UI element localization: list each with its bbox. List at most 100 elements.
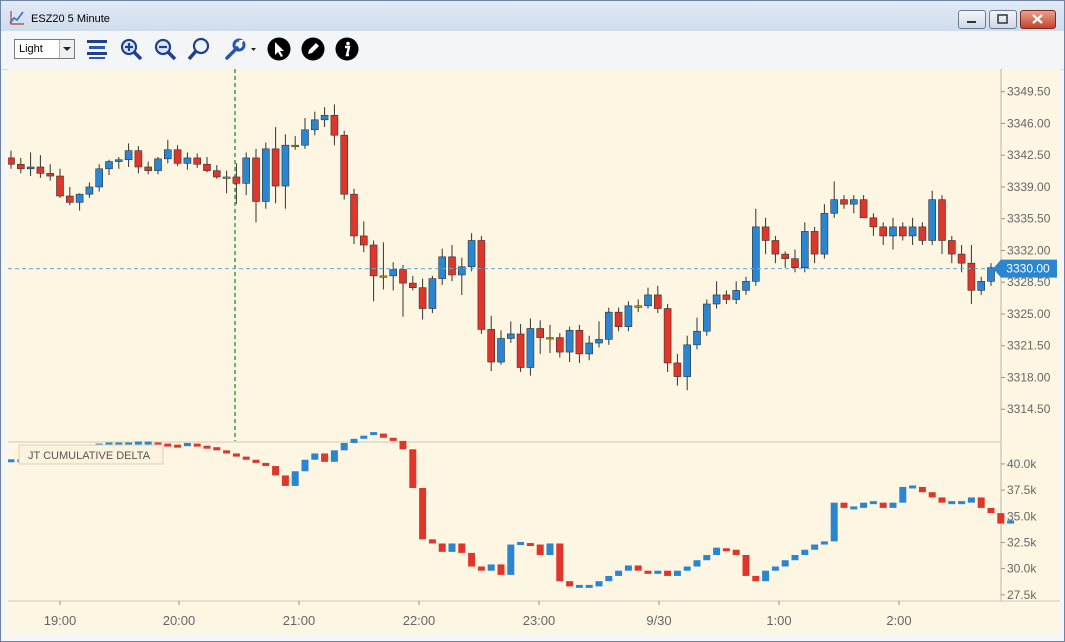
delta-bar bbox=[909, 485, 917, 489]
candle-body bbox=[350, 193, 358, 237]
delta-bar bbox=[144, 441, 152, 445]
delta-bar bbox=[419, 488, 427, 540]
candle-body bbox=[46, 173, 55, 177]
candle-body bbox=[693, 330, 701, 346]
price-tick-label: 3328.50 bbox=[1007, 275, 1051, 289]
candle-body bbox=[702, 303, 711, 332]
delta-bar bbox=[203, 445, 211, 449]
zoom-in-icon[interactable] bbox=[119, 37, 143, 61]
time-tick-label: 19:00 bbox=[44, 613, 77, 628]
delta-bar bbox=[370, 432, 378, 436]
delta-bar bbox=[683, 566, 691, 571]
bars-icon[interactable] bbox=[85, 37, 109, 61]
title-bar[interactable]: ESZ20 5 Minute bbox=[1, 1, 1064, 31]
candle-body bbox=[369, 244, 378, 277]
delta-bar bbox=[517, 541, 525, 545]
delta-bar bbox=[154, 442, 162, 446]
delta-bar bbox=[262, 462, 270, 467]
candle-body bbox=[555, 337, 564, 353]
candle-body bbox=[938, 199, 946, 241]
candle-body bbox=[957, 253, 966, 264]
theme-select[interactable]: Light bbox=[14, 39, 75, 59]
delta-bar bbox=[889, 502, 897, 508]
wrench-icon[interactable] bbox=[223, 37, 257, 61]
candle-body bbox=[222, 176, 231, 179]
delta-bar bbox=[399, 440, 407, 450]
delta-bar bbox=[546, 543, 554, 555]
candle-body bbox=[281, 144, 290, 187]
delta-bar bbox=[644, 570, 652, 574]
candle-body bbox=[457, 266, 466, 276]
delta-bar bbox=[487, 564, 495, 571]
price-tick-label: 3349.50 bbox=[1007, 85, 1051, 99]
price-axis: 3349.50 3346.00 3342.50 3339.00 3335.50 3332.… bbox=[1001, 85, 1051, 416]
candle-body bbox=[898, 226, 907, 237]
candle-body bbox=[820, 212, 829, 255]
zoom-fit-icon[interactable] bbox=[187, 37, 211, 61]
candle-body bbox=[242, 157, 250, 184]
delta-bar bbox=[605, 575, 613, 582]
candle-body bbox=[506, 333, 515, 339]
delta-bar bbox=[615, 570, 623, 576]
delta-bar bbox=[536, 544, 544, 555]
delta-bar bbox=[389, 437, 397, 441]
minimize-icon bbox=[967, 21, 976, 23]
pointer-icon[interactable] bbox=[267, 37, 291, 61]
candle-body bbox=[134, 150, 143, 168]
candle-body bbox=[653, 294, 662, 309]
delta-bar bbox=[183, 443, 191, 447]
chevron-down-icon bbox=[59, 40, 74, 58]
candle-body bbox=[800, 231, 809, 269]
maximize-icon bbox=[997, 14, 1008, 24]
time-tick-label: 2:00 bbox=[886, 613, 911, 628]
delta-bar bbox=[213, 447, 221, 451]
delta-bar bbox=[566, 581, 574, 587]
delta-bar bbox=[105, 442, 113, 446]
delta-bar bbox=[722, 548, 730, 552]
candle-body bbox=[105, 161, 113, 170]
delta-bar bbox=[997, 513, 1005, 524]
delta-bar bbox=[899, 486, 907, 503]
candle-body bbox=[467, 240, 476, 268]
candle-body bbox=[644, 294, 652, 307]
delta-bar bbox=[977, 497, 985, 508]
candle-body bbox=[487, 329, 496, 363]
delta-bar bbox=[948, 501, 956, 505]
time-axis: 19:00 20:00 21:00 22:00 23:00 9/30 1:00 2:00 bbox=[44, 601, 912, 628]
candle-body bbox=[183, 157, 192, 164]
price-tick-label: 3339.00 bbox=[1007, 180, 1051, 194]
candle-body bbox=[144, 166, 152, 171]
time-tick-label: 23:00 bbox=[523, 613, 556, 628]
delta-bar bbox=[879, 502, 887, 508]
delta-bar bbox=[321, 453, 329, 462]
zoom-out-icon[interactable] bbox=[153, 37, 177, 61]
candle-body bbox=[232, 176, 241, 184]
delta-tick-label: 35.0k bbox=[1007, 509, 1037, 523]
minimize-button[interactable] bbox=[958, 10, 986, 29]
price-tick-label: 3335.50 bbox=[1007, 212, 1051, 226]
candle-body bbox=[340, 134, 349, 195]
delta-bar bbox=[869, 501, 877, 505]
maximize-button[interactable] bbox=[989, 10, 1017, 29]
candle-body bbox=[193, 157, 201, 165]
delta-bar bbox=[742, 554, 750, 576]
delta-bar bbox=[360, 435, 368, 439]
last-price-label: 3330.00 bbox=[1006, 262, 1050, 276]
chart-area[interactable]: 3349.50 3346.00 3342.50 3339.00 3335.50 3332.… bbox=[7, 69, 1060, 633]
close-button[interactable] bbox=[1020, 10, 1056, 29]
candle-body bbox=[849, 199, 858, 205]
candle-body bbox=[85, 186, 94, 195]
delta-bar bbox=[174, 444, 182, 448]
info-icon[interactable] bbox=[335, 37, 359, 61]
delta-bar bbox=[752, 575, 760, 582]
candle-body bbox=[203, 163, 211, 171]
delta-bar bbox=[693, 560, 701, 567]
candle-body bbox=[320, 114, 329, 121]
delta-bar bbox=[193, 443, 201, 447]
pencil-icon[interactable] bbox=[301, 37, 325, 61]
chart-canvas[interactable]: 3349.50 3346.00 3342.50 3339.00 3335.50 3332.… bbox=[7, 69, 1060, 633]
candle-body bbox=[291, 144, 300, 148]
delta-bar bbox=[575, 584, 583, 588]
delta-bar bbox=[967, 497, 975, 503]
